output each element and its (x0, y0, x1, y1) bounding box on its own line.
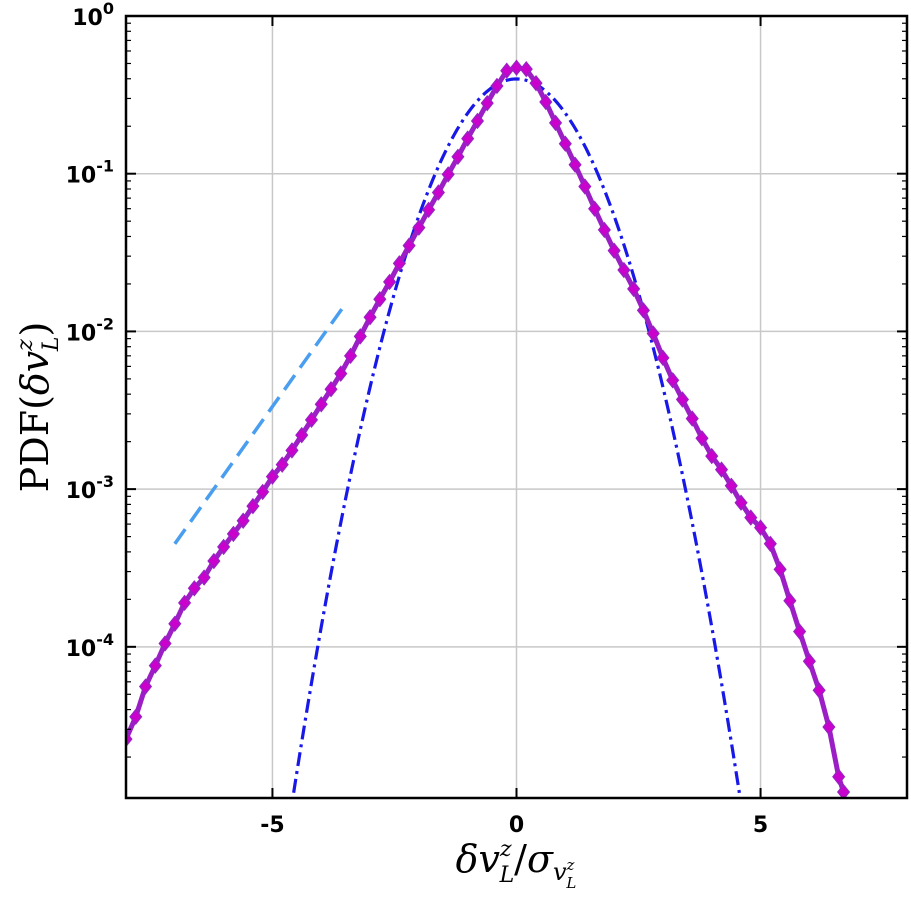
pdf-marker (187, 580, 201, 597)
y-tick-label: 10-1 (66, 157, 114, 189)
pdf-marker (763, 535, 777, 553)
pdf-marker (236, 512, 250, 529)
pdf-marker (597, 221, 611, 239)
pdf-marker (422, 201, 436, 219)
pdf-marker (705, 447, 719, 465)
y-axis-label: PDF(δvzL) (13, 322, 64, 493)
pdf-marker (783, 592, 797, 609)
grid (126, 16, 907, 798)
pdf-marker (138, 678, 153, 695)
pdf-marker (275, 456, 289, 473)
series-layer (126, 59, 851, 798)
pdf-marker (832, 768, 846, 785)
pdf-marker (529, 74, 543, 92)
pdf-marker (836, 783, 851, 798)
pdf-marker (754, 519, 768, 536)
pdf-marker (519, 60, 533, 78)
pdf-marker (636, 302, 650, 319)
pdf-marker (627, 280, 641, 298)
pdf-marker (353, 328, 367, 345)
pdf-marker (480, 94, 494, 112)
pdf-marker (558, 135, 572, 152)
plot-frame (124, 14, 909, 800)
pdf-marker (734, 494, 748, 511)
pdf-marker (207, 552, 221, 570)
pdf-marker (461, 130, 475, 147)
y-tick-label: 10-4 (66, 630, 114, 662)
gaussian-curve (291, 77, 742, 798)
pdf-marker (168, 615, 182, 632)
pdf-marker (334, 365, 348, 382)
pdf-marker (441, 166, 455, 183)
pdf-marker (148, 657, 162, 674)
pdf-marker (412, 219, 426, 236)
pdf-marker (304, 411, 319, 429)
pdf-marker (773, 561, 787, 578)
pdf-marker (724, 477, 738, 494)
y-tick-label: 10-2 (66, 314, 114, 346)
pdf-marker (129, 708, 143, 725)
pdf-marker (793, 623, 807, 640)
pdf-marker (470, 112, 485, 130)
pdf-marker (539, 93, 553, 111)
pdf-marker (822, 718, 836, 736)
pdf-marker (256, 483, 270, 501)
y-tick-label: 100 (72, 0, 114, 31)
pdf-marker (363, 309, 377, 326)
pdf-marker (714, 461, 729, 478)
pdf-marker (383, 273, 397, 291)
pdf-marker (646, 325, 660, 342)
pdf-marker (812, 682, 826, 699)
pdf-marker (295, 426, 309, 444)
pdf-marker (509, 59, 524, 76)
pdf-marker (695, 430, 709, 447)
pdf-marker (431, 184, 445, 201)
powerlaw-guide-line (173, 302, 348, 545)
pdf-marker (802, 653, 816, 670)
pdf-marker (490, 77, 504, 95)
pdf-marker (178, 594, 192, 612)
pdf-marker (656, 349, 670, 367)
pdf-marker (126, 730, 133, 748)
pdf-marker (548, 114, 563, 132)
pdf-marker (578, 178, 592, 195)
pdf-marker (343, 347, 358, 365)
pdf-marker (607, 242, 621, 259)
pdf-marker (451, 148, 465, 165)
pdf-marker (314, 396, 328, 413)
pdf-marker (392, 255, 406, 272)
pdf-marker (265, 468, 279, 485)
pdf-marker (402, 237, 416, 254)
pdf-marker (197, 569, 211, 586)
pdf-marker (588, 200, 602, 217)
x-axis-label: δvz L/σvz L (456, 837, 577, 892)
tick-labels: -5 0 5 100 10-1 10-2 10-3 10-4 (66, 0, 769, 838)
pdf-marker (246, 497, 260, 515)
pdf-marker (744, 509, 758, 526)
x-tick-label: -5 (260, 813, 284, 838)
pdf-marker (617, 261, 631, 279)
pdf-marker (285, 442, 299, 459)
x-tick-label: 0 (509, 813, 524, 838)
pdf-marker (217, 538, 231, 556)
pdf-marker (158, 635, 172, 652)
pdf-marker (675, 391, 690, 408)
pdf-marker (324, 381, 338, 398)
pdf-marker (226, 525, 240, 543)
pdf-marker (568, 156, 582, 173)
x-tick-label: 5 (753, 813, 768, 838)
pdf-marker (373, 291, 387, 308)
y-tick-label: 10-3 (66, 472, 114, 504)
pdf-marker (666, 372, 680, 389)
pdf-marker (685, 410, 699, 427)
